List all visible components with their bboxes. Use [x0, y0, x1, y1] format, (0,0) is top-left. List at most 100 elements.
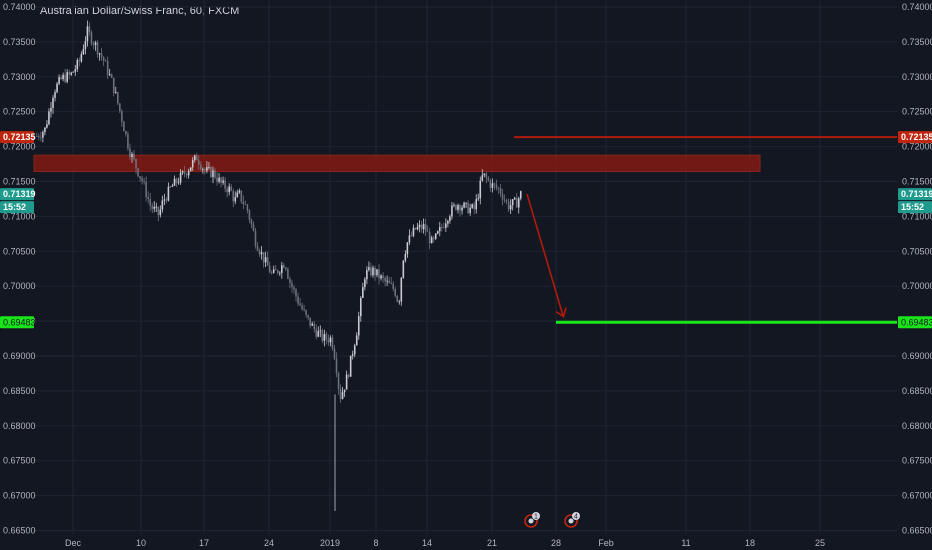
candle-body — [327, 339, 330, 343]
candle-body — [301, 305, 303, 310]
candle-body — [210, 166, 212, 178]
candle-body — [222, 180, 224, 183]
price-tick-left: 0.68500 — [3, 386, 36, 396]
target-badge-right: 0.69483 — [901, 317, 932, 327]
candle-body — [382, 275, 384, 278]
candle-body — [74, 69, 77, 72]
candle-body — [392, 283, 394, 289]
candle-body — [513, 197, 516, 200]
candle-body — [475, 199, 478, 210]
candle-body — [62, 74, 64, 80]
candle-body — [297, 296, 299, 304]
current-price-badge-right-bg — [898, 188, 932, 201]
time-tick: Feb — [598, 538, 614, 548]
candle-body — [94, 42, 97, 45]
candle-body — [143, 181, 145, 183]
candle-body — [80, 54, 83, 62]
candle-body — [465, 202, 467, 204]
candle-body — [270, 272, 273, 274]
price-tick-right: 0.73500 — [902, 37, 932, 47]
candle-body — [333, 348, 336, 359]
candle-body — [404, 253, 407, 261]
candle-body — [129, 148, 131, 157]
candle-body — [420, 224, 423, 230]
candle-body — [54, 92, 56, 98]
candle-body — [260, 252, 263, 255]
candle-body — [64, 74, 66, 82]
event-flag-icon-core — [568, 518, 574, 524]
candle-body — [347, 374, 350, 377]
candle-body — [198, 160, 200, 165]
candle-body — [250, 219, 253, 225]
candle-body — [104, 60, 107, 62]
candle-body — [483, 173, 486, 176]
candle-body — [98, 53, 101, 55]
event-count: 1 — [534, 514, 538, 521]
candle-body — [509, 205, 512, 210]
candle-body — [189, 167, 192, 172]
candle-body — [169, 186, 172, 188]
candle-body — [185, 173, 188, 176]
candle-body — [246, 204, 249, 211]
candle-body — [279, 272, 281, 274]
price-tick-left: 0.71500 — [3, 176, 36, 186]
candle-body — [434, 233, 437, 239]
candle-body — [501, 193, 504, 200]
candle-body — [360, 297, 362, 317]
price-tick-right: 0.72500 — [902, 107, 932, 117]
candle-body — [173, 178, 176, 186]
candle-body — [84, 41, 87, 50]
price-tick-left: 0.73000 — [3, 72, 36, 82]
time-tick: 17 — [199, 538, 209, 548]
resistance-zone-rect — [33, 154, 761, 173]
candle-body — [147, 197, 149, 200]
candle-body — [214, 170, 216, 178]
candle-body — [240, 190, 243, 202]
candle-body — [408, 235, 411, 243]
candle-body — [497, 187, 500, 189]
time-tick: 10 — [136, 538, 146, 548]
candle-body — [52, 97, 54, 108]
candle-body — [204, 168, 206, 171]
candle-body — [305, 310, 307, 316]
target-badge-left-bg — [0, 316, 34, 329]
countdown-badge-left-bg — [0, 201, 34, 214]
left-price-axis: 0.74000 0.73500 0.73000 0.72500 0.72000 0.715… — [3, 2, 36, 536]
candle-body — [398, 301, 401, 303]
candle-body — [449, 216, 451, 222]
price-tick-right: 0.71000 — [902, 211, 932, 221]
candle-body — [507, 201, 510, 210]
candle-body — [337, 373, 340, 389]
candle-body — [285, 267, 287, 270]
time-tick: 25 — [815, 538, 825, 548]
candle-body — [58, 77, 60, 84]
candle-body — [234, 197, 237, 202]
price-tick-left: 0.70500 — [3, 246, 36, 256]
candle-body — [96, 42, 99, 55]
red-level-badge-right-bg — [898, 131, 932, 144]
candle-body — [252, 224, 255, 231]
candle-body — [376, 269, 378, 276]
price-tick-left: 0.72000 — [3, 142, 36, 152]
candle-body — [469, 207, 471, 214]
candle-body — [493, 183, 496, 185]
candle-body — [114, 92, 117, 93]
price-tick-right: 0.69000 — [902, 351, 932, 361]
candle-body — [236, 192, 239, 198]
candle-body — [357, 316, 360, 336]
candle-body — [202, 168, 204, 170]
candle-body — [491, 183, 494, 188]
price-tick-right: 0.68000 — [902, 421, 932, 431]
candle-body — [38, 136, 40, 138]
candle-body — [287, 269, 289, 279]
price-tick-left: 0.73500 — [3, 37, 36, 47]
candle-body — [309, 317, 311, 326]
candle-body — [232, 190, 235, 202]
candle-body — [123, 121, 125, 132]
candle-body — [100, 53, 103, 58]
time-tick: 2019 — [320, 538, 340, 548]
candle-body — [325, 334, 328, 340]
projection-arrow — [526, 193, 564, 316]
